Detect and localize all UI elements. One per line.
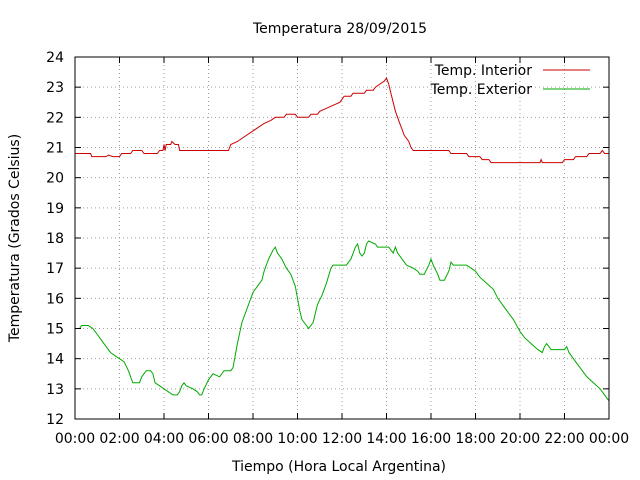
- y-tick-label: 13: [46, 382, 64, 398]
- x-tick-label: 00:00: [55, 431, 95, 447]
- x-tick-label: 02:00: [99, 431, 139, 447]
- legend-label: Temp. Exterior: [430, 82, 533, 98]
- y-tick-label: 22: [46, 110, 64, 126]
- chart-title: Temperatura 28/09/2015: [252, 21, 427, 37]
- y-axis-label: Temperatura (Grados Celsius): [7, 134, 23, 343]
- x-axis-label: Tiempo (Hora Local Argentina): [231, 459, 446, 475]
- y-tick-label: 15: [46, 322, 64, 338]
- y-tick-label: 19: [46, 201, 64, 217]
- axis-ticks: 00:00 02:00 04:00 06:00 08:00 10:00 12:00 14:00…: [46, 50, 629, 447]
- x-tick-label: 12:00: [322, 431, 362, 447]
- y-tick-label: 16: [46, 291, 64, 307]
- x-tick-label: 00:00: [589, 431, 629, 447]
- legend-label: Temp. Interior: [434, 63, 533, 79]
- y-tick-label: 18: [46, 231, 64, 247]
- x-tick-label: 06:00: [188, 431, 228, 447]
- y-tick-label: 24: [46, 50, 64, 66]
- y-tick-label: 20: [46, 171, 64, 187]
- series-lines: [75, 77, 610, 402]
- y-tick-label: 12: [46, 412, 64, 428]
- gridlines: [75, 57, 609, 419]
- y-tick-label: 14: [46, 352, 64, 368]
- x-tick-label: 14:00: [366, 431, 406, 447]
- y-tick-label: 17: [46, 261, 64, 277]
- x-tick-label: 16:00: [411, 431, 451, 447]
- y-tick-label: 21: [46, 141, 64, 157]
- x-tick-label: 20:00: [500, 431, 540, 447]
- x-tick-label: 22:00: [544, 431, 584, 447]
- x-tick-label: 10:00: [277, 431, 317, 447]
- x-tick-label: 18:00: [455, 431, 495, 447]
- x-tick-label: 04:00: [144, 431, 184, 447]
- series-line-interior: [75, 77, 609, 164]
- x-tick-label: 08:00: [233, 431, 273, 447]
- legend: Temp. Interior Temp. Exterior: [430, 63, 590, 98]
- y-tick-label: 23: [46, 80, 64, 96]
- series-line-exterior: [75, 240, 610, 402]
